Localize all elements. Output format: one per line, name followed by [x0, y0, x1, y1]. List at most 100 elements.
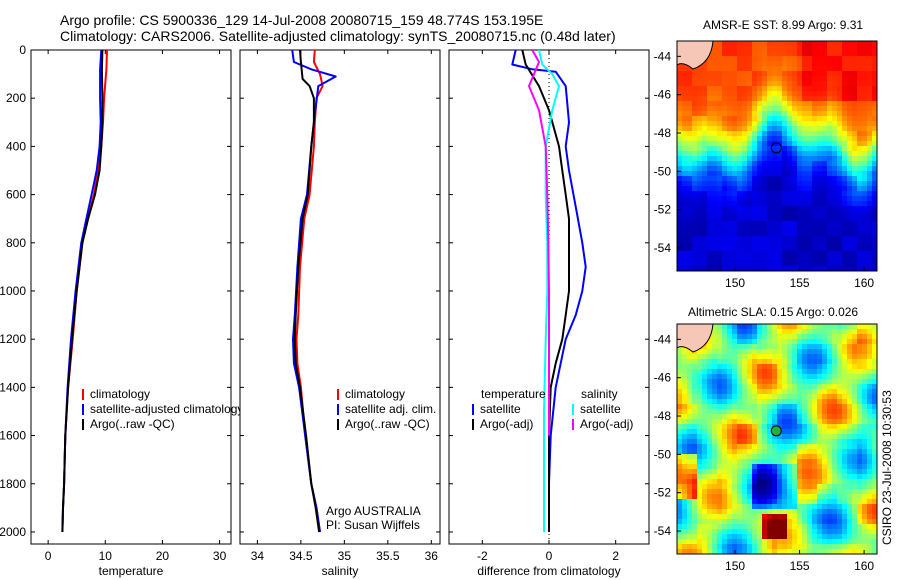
map-cell — [757, 66, 763, 72]
map-cell — [802, 514, 808, 520]
map-cell — [727, 544, 733, 550]
map-cell — [727, 514, 733, 520]
map-cell — [852, 146, 858, 152]
map-cell — [682, 241, 688, 247]
map-cell — [697, 81, 703, 87]
map-cell — [837, 91, 843, 97]
map-cell — [807, 266, 813, 271]
map-cell — [857, 176, 863, 182]
map-cell — [797, 221, 803, 227]
map-cell — [837, 171, 843, 177]
map-cell — [767, 76, 773, 82]
map-cell — [847, 359, 853, 365]
map-cell — [807, 61, 813, 67]
map-cell — [687, 419, 693, 425]
map-cell — [807, 494, 813, 500]
map-cell — [732, 206, 738, 212]
map-cell — [777, 91, 783, 97]
map-cell — [872, 136, 877, 142]
map-cell — [792, 529, 798, 535]
y-tick-label: 0 — [19, 43, 26, 57]
map-cell — [862, 424, 868, 430]
map-cell — [797, 201, 803, 207]
map-cell — [742, 339, 748, 345]
map-cell — [832, 71, 838, 77]
map-cell — [682, 374, 688, 380]
map-cell — [762, 166, 768, 172]
x-axis-label: difference from climatology — [477, 564, 620, 578]
map-cell — [772, 91, 778, 97]
map-cell — [772, 236, 778, 242]
map-cell — [712, 61, 718, 67]
map-cell — [832, 544, 838, 550]
map-cell — [762, 424, 768, 430]
map-cell — [842, 51, 848, 57]
map-cell — [827, 176, 833, 182]
map-cell — [717, 246, 723, 252]
map-cell — [812, 499, 818, 505]
map-cell — [677, 359, 683, 365]
map-cell — [717, 519, 723, 525]
map-cell — [722, 206, 728, 212]
x-tick-label: 0 — [45, 549, 52, 563]
map-cell — [687, 489, 693, 495]
map-cell — [737, 206, 743, 212]
map-cell — [687, 469, 693, 475]
map-cell — [837, 419, 843, 425]
map-cell — [677, 489, 683, 495]
map-cell — [857, 161, 863, 167]
x-tick-label: 155 — [790, 276, 810, 290]
map-cell — [857, 66, 863, 72]
map-cell — [852, 464, 858, 470]
map-cell — [722, 549, 728, 554]
map-cell — [782, 359, 788, 365]
map-cell — [767, 121, 773, 127]
map-cell — [817, 161, 823, 167]
map-cell — [697, 539, 703, 545]
map-cell — [732, 236, 738, 242]
map-cell — [707, 484, 713, 490]
map-cell — [872, 504, 877, 510]
map-cell — [757, 329, 763, 335]
map-cell — [807, 389, 813, 395]
map-cell — [872, 261, 877, 267]
map-cell — [697, 206, 703, 212]
map-cell — [847, 186, 853, 192]
map-cell — [802, 176, 808, 182]
float-annotation: Argo AUSTRALIA — [326, 504, 421, 518]
map-cell — [792, 429, 798, 435]
map-cell — [807, 489, 813, 495]
map-cell — [727, 101, 733, 107]
map-cell — [867, 539, 873, 545]
map-cell — [822, 151, 828, 157]
map-cell — [792, 334, 798, 340]
map-cell — [847, 256, 853, 262]
map-cell — [872, 111, 877, 117]
map-cell — [737, 459, 743, 465]
map-cell — [697, 444, 703, 450]
map-cell — [707, 156, 713, 162]
map-cell — [792, 46, 798, 52]
map-cell — [857, 424, 863, 430]
map-cell — [847, 524, 853, 530]
map-cell — [782, 384, 788, 390]
map-cell — [862, 146, 868, 152]
map-cell — [817, 389, 823, 395]
map-cell — [847, 424, 853, 430]
map-cell — [737, 111, 743, 117]
map-cell — [862, 66, 868, 72]
map-cell — [727, 494, 733, 500]
map-cell — [792, 256, 798, 262]
map-cell — [737, 494, 743, 500]
map-cell — [677, 236, 683, 242]
map-cell — [852, 226, 858, 232]
map-cell — [782, 504, 788, 510]
map-cell — [822, 121, 828, 127]
map-cell — [777, 419, 783, 425]
map-cell — [842, 156, 848, 162]
map-cell — [722, 66, 728, 72]
map-cell — [842, 221, 848, 227]
map-cell — [682, 359, 688, 365]
map-cell — [802, 454, 808, 460]
map-cell — [677, 96, 683, 102]
